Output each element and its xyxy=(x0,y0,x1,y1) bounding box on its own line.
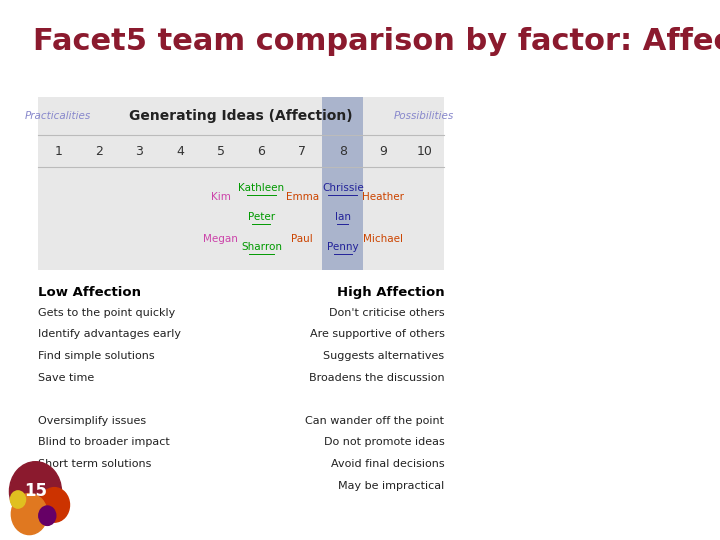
Text: Practicalities: Practicalities xyxy=(25,111,91,121)
Text: Don't criticise others: Don't criticise others xyxy=(329,308,444,318)
Text: Chrissie: Chrissie xyxy=(322,183,364,193)
Text: 2: 2 xyxy=(95,145,103,158)
Text: Are supportive of others: Are supportive of others xyxy=(310,329,444,340)
Text: 9: 9 xyxy=(379,145,387,158)
Circle shape xyxy=(9,462,61,521)
Text: Facet5 team comparison by factor: Affection: Facet5 team comparison by factor: Affect… xyxy=(33,27,720,56)
Circle shape xyxy=(10,491,25,508)
Text: 3: 3 xyxy=(135,145,143,158)
Text: Generating Ideas (Affection): Generating Ideas (Affection) xyxy=(130,109,353,123)
Text: Avoid final decisions: Avoid final decisions xyxy=(330,459,444,469)
Text: Find simple solutions: Find simple solutions xyxy=(38,351,155,361)
Text: Heather: Heather xyxy=(362,192,405,202)
Text: Save time: Save time xyxy=(38,373,94,383)
Text: Do not promote ideas: Do not promote ideas xyxy=(324,437,444,448)
Text: Ian: Ian xyxy=(335,212,351,222)
Text: May be impractical: May be impractical xyxy=(338,481,444,491)
Text: Peter: Peter xyxy=(248,212,275,222)
Text: 7: 7 xyxy=(298,145,306,158)
Circle shape xyxy=(40,488,70,522)
Text: Kim: Kim xyxy=(211,192,230,202)
Text: Identify advantages early: Identify advantages early xyxy=(38,329,181,340)
Text: Oversimplify issues: Oversimplify issues xyxy=(38,416,146,426)
Text: Kathleen: Kathleen xyxy=(238,183,284,193)
Text: Michael: Michael xyxy=(364,234,403,244)
Circle shape xyxy=(39,506,55,525)
Circle shape xyxy=(12,494,48,535)
FancyBboxPatch shape xyxy=(38,97,444,270)
Text: Suggests alternatives: Suggests alternatives xyxy=(323,351,444,361)
Text: Blind to broader impact: Blind to broader impact xyxy=(38,437,170,448)
Text: Low Affection: Low Affection xyxy=(38,286,141,299)
Text: Penny: Penny xyxy=(327,242,359,252)
Text: Short term solutions: Short term solutions xyxy=(38,459,151,469)
Text: Broadens the discussion: Broadens the discussion xyxy=(309,373,444,383)
Text: Sharron: Sharron xyxy=(241,242,282,252)
Text: Megan: Megan xyxy=(203,234,238,244)
Text: 1: 1 xyxy=(54,145,62,158)
Text: 15: 15 xyxy=(24,482,47,501)
Text: 6: 6 xyxy=(258,145,266,158)
Text: Gets to the point quickly: Gets to the point quickly xyxy=(38,308,175,318)
Text: Emma: Emma xyxy=(286,192,319,202)
Text: High Affection: High Affection xyxy=(337,286,444,299)
Text: 4: 4 xyxy=(176,145,184,158)
Text: Paul: Paul xyxy=(292,234,313,244)
FancyBboxPatch shape xyxy=(323,97,363,270)
Text: Can wander off the point: Can wander off the point xyxy=(305,416,444,426)
Text: 10: 10 xyxy=(416,145,432,158)
Text: 8: 8 xyxy=(339,145,347,158)
Text: 5: 5 xyxy=(217,145,225,158)
Text: Possibilities: Possibilities xyxy=(394,111,454,121)
